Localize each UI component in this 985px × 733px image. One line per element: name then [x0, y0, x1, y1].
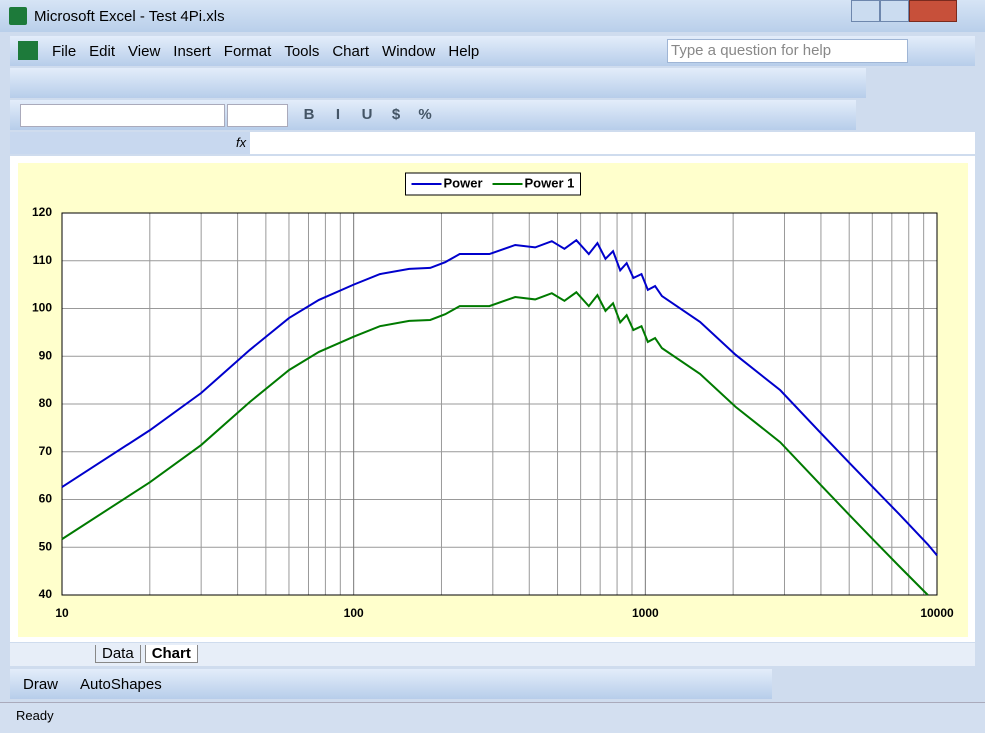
x-tick-label: 10000 — [920, 606, 954, 620]
menu-bar: File Edit View Insert Format Tools Chart Window… — [10, 36, 975, 66]
menu-item[interactable]: Insert — [173, 43, 211, 60]
series-line — [61, 238, 938, 557]
y-tick-label: 110 — [33, 253, 53, 267]
y-tick-label: 60 — [39, 492, 53, 506]
format-button[interactable]: B — [303, 106, 315, 123]
help-box[interactable]: Type a question for help — [667, 39, 908, 63]
menu-item[interactable]: Window — [382, 43, 436, 60]
maximize-button[interactable] — [880, 0, 909, 22]
legend-label: Power — [444, 175, 483, 190]
standard-toolbar — [10, 68, 866, 98]
close-button[interactable] — [909, 0, 957, 22]
y-tick-label: 40 — [39, 587, 53, 601]
x-tick-label: 100 — [344, 606, 364, 620]
format-button[interactable]: I — [335, 106, 341, 123]
format-button[interactable]: % — [418, 106, 432, 123]
sheet-tabs: Data Chart — [95, 645, 198, 663]
app-icon — [9, 7, 27, 25]
y-tick-label: 80 — [39, 396, 53, 410]
window-title: Microsoft Excel - Test 4Pi.xls — [34, 8, 225, 25]
y-tick-label: 70 — [39, 444, 53, 458]
formatting-toolbar: B I U $% — [10, 100, 856, 130]
formula-bar: fx — [10, 132, 975, 154]
drawing-toolbar: Draw AutoShapes — [10, 669, 772, 699]
plot-border — [61, 212, 938, 596]
chart: 40 50 60 70 80 90 100 110 120 10 100 1000 10000 Power… — [18, 163, 968, 637]
y-tick-label: 120 — [32, 205, 52, 219]
y-tick-label: 50 — [39, 539, 53, 553]
format-button[interactable]: U — [361, 106, 373, 123]
status-bar: Ready — [0, 702, 985, 733]
menu-item[interactable]: Help — [448, 43, 480, 60]
menu: File Edit View Insert Format Tools Chart Window… — [52, 43, 479, 60]
menu-item[interactable]: View — [128, 43, 161, 60]
draw-items: Draw AutoShapes — [23, 676, 162, 693]
sheet-tab[interactable]: Chart — [144, 645, 198, 663]
draw-menu[interactable]: Draw — [23, 676, 59, 693]
menu-item[interactable]: Format — [223, 43, 272, 60]
menu-item[interactable]: File — [52, 43, 77, 60]
format-buttons: B I U $% — [302, 106, 432, 123]
name-box[interactable] — [10, 132, 250, 154]
legend-label: Power 1 — [525, 175, 575, 190]
menu-item[interactable]: Chart — [332, 43, 370, 60]
minimize-button[interactable] — [851, 0, 880, 22]
y-tick-label: 100 — [32, 301, 52, 315]
format-button[interactable]: $ — [391, 106, 401, 123]
sheet-tab[interactable]: Data — [95, 645, 141, 663]
menu-item[interactable]: Tools — [284, 43, 320, 60]
y-tick-label: 90 — [39, 348, 53, 362]
title-bar: Microsoft Excel - Test 4Pi.xls — [0, 0, 985, 32]
size-box[interactable] — [227, 104, 288, 127]
x-tick-label: 1000 — [632, 606, 659, 620]
x-tick-label: 10 — [55, 606, 69, 620]
menu-item[interactable]: Edit — [89, 43, 116, 60]
sheet-icon — [18, 41, 38, 60]
series-line — [61, 290, 929, 596]
font-box[interactable] — [20, 104, 225, 127]
draw-menu[interactable]: AutoShapes — [80, 676, 162, 693]
tab-strip: Data Chart — [10, 643, 975, 666]
status-text: Ready — [16, 708, 54, 723]
fx-label: fx — [236, 135, 247, 150]
